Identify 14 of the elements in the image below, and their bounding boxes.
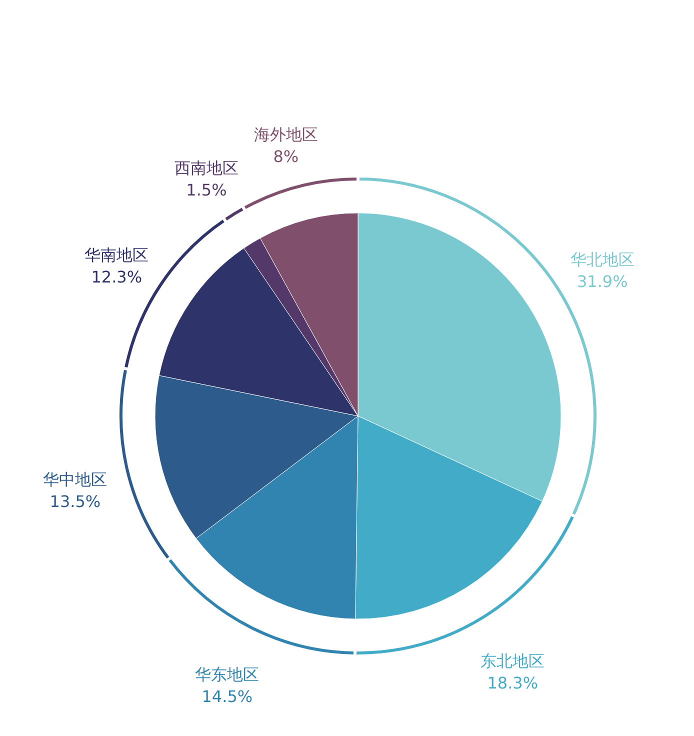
- slice-label: 西南地区: [174, 158, 238, 178]
- slice-label: 华中地区: [43, 470, 108, 490]
- slice-label: 东北地区: [480, 651, 545, 670]
- slice-label: 华北地区: [570, 250, 634, 269]
- slice-label: 华南地区: [84, 245, 149, 264]
- data-label: 12.3%: [91, 267, 142, 286]
- data-label: 31.9%: [576, 272, 628, 291]
- data-label: 1.5%: [186, 180, 227, 200]
- data-label: 14.5%: [202, 686, 253, 706]
- data-label: 18.3%: [487, 673, 538, 692]
- data-label: 13.5%: [50, 492, 101, 512]
- data-label: 8%: [273, 147, 299, 166]
- slice-label: 海外地区: [254, 125, 318, 144]
- slice-label: 华东地区: [195, 664, 260, 684]
